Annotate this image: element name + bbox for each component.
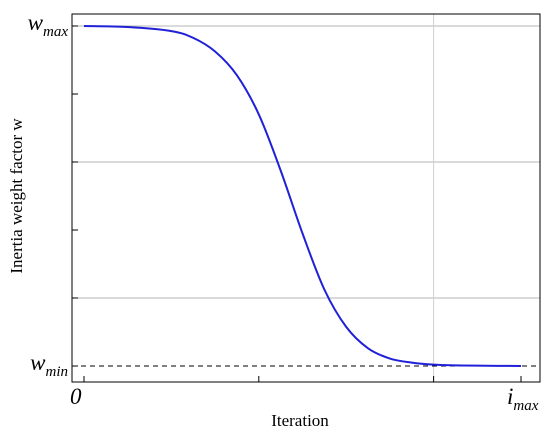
y-tick-label-w-max: wmax bbox=[28, 10, 69, 40]
x-tick-label-0: 0 bbox=[70, 384, 82, 409]
x-axis-label: Iteration bbox=[271, 411, 329, 430]
y-axis-label: Inertia weight factor w bbox=[7, 118, 26, 274]
plot-frame bbox=[71, 13, 541, 383]
x-tick-label-i-max: imax bbox=[507, 384, 539, 414]
y-tick-label-w-min: wmin bbox=[30, 350, 68, 380]
series-line bbox=[83, 25, 522, 367]
axis-ticks bbox=[72, 25, 522, 382]
grid-lines bbox=[72, 14, 540, 382]
